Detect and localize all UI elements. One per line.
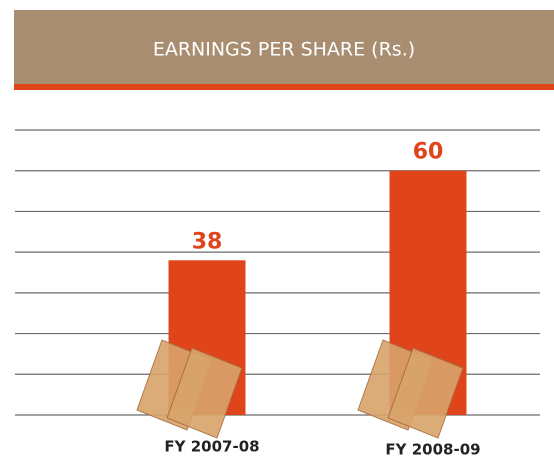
x-tick-label: FY 2007-08	[164, 438, 259, 456]
bars: 38 FY 2007-08 60 FY 2008-09	[136, 140, 481, 459]
value-label: 38	[192, 229, 223, 254]
value-label: 60	[413, 140, 444, 165]
banknote	[387, 347, 464, 439]
title-underline	[14, 84, 554, 90]
x-tick-label: FY 2008-09	[385, 441, 480, 459]
chart-title: EARNINGS PER SHARE (Rs.)	[153, 39, 415, 61]
banknote	[166, 347, 243, 439]
banknote-image	[357, 339, 464, 439]
title-band	[14, 10, 554, 84]
banknote-image	[136, 339, 243, 439]
